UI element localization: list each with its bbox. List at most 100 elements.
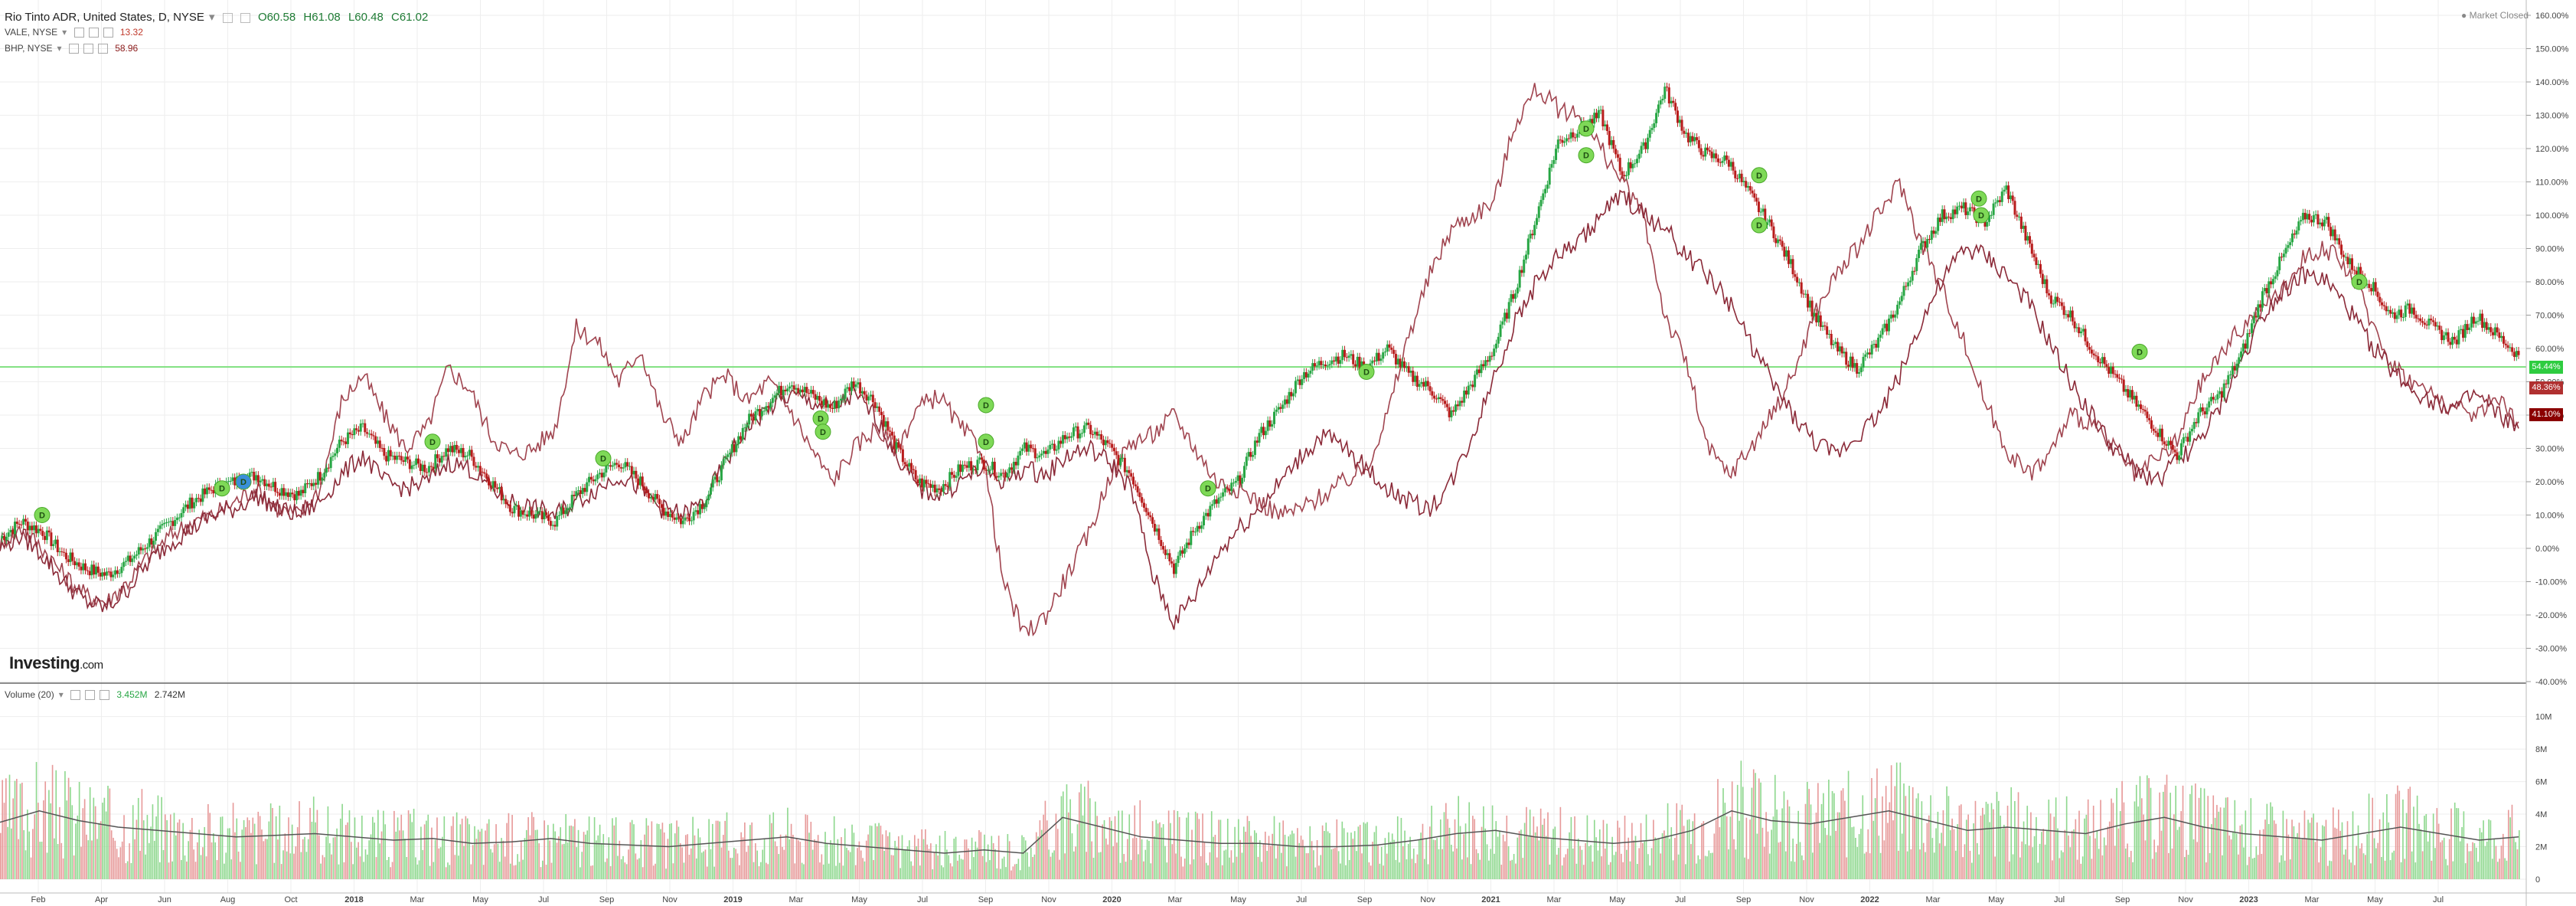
dividend-marker-icon[interactable] (1970, 190, 1987, 207)
volume-bar (1189, 864, 1191, 879)
volume-label[interactable]: Volume (20) (5, 689, 54, 700)
dividend-marker-icon[interactable] (2351, 273, 2368, 290)
compare-legend-vale[interactable]: VALE, NYSE ▾ 13.32 (5, 27, 148, 38)
candle-body (402, 460, 405, 463)
volume-bar (1523, 823, 1526, 879)
volume-bar (1370, 865, 1372, 879)
visibility-icon[interactable] (222, 12, 233, 23)
dividend-marker-icon[interactable] (1973, 207, 1990, 224)
candle-body (210, 489, 213, 491)
volume-bar (1621, 853, 1622, 879)
chevron-down-icon[interactable]: ▾ (58, 689, 64, 700)
volume-bar (1447, 819, 1448, 879)
dividend-marker-icon[interactable] (815, 424, 831, 440)
volume-bar (2372, 797, 2374, 879)
candle-body (1422, 381, 1425, 387)
volume-bar (1391, 833, 1393, 879)
candle-body (2308, 214, 2311, 220)
volume-bar (1044, 800, 1046, 879)
chevron-down-icon[interactable]: ▾ (62, 27, 67, 38)
settings-icon[interactable] (83, 44, 93, 54)
volume-bar (645, 818, 648, 879)
volume-bar (153, 840, 155, 879)
candle-body (2007, 185, 2010, 199)
close-icon[interactable] (103, 28, 113, 38)
volume-bar (1051, 852, 1053, 879)
volume-legend[interactable]: Volume (20) ▾ 3.452M 2.742M (5, 689, 190, 701)
volume-bar (218, 836, 220, 879)
volume-bar (2511, 804, 2513, 879)
volume-bar (1265, 831, 1266, 879)
volume-bar (1184, 859, 1186, 879)
volume-bar (1563, 857, 1565, 879)
close-icon[interactable] (100, 690, 110, 701)
main-symbol-label[interactable]: Rio Tinto ADR, United States, D, NYSE (5, 11, 204, 24)
dividend-marker-icon[interactable] (1751, 217, 1768, 234)
close-icon[interactable] (97, 44, 108, 54)
dividend-marker-icon[interactable] (424, 433, 441, 450)
dividend-marker-icon[interactable] (595, 450, 612, 467)
settings-icon[interactable] (85, 690, 96, 701)
dividend-marker-icon[interactable] (978, 397, 994, 414)
compare-symbol-label[interactable]: VALE, NYSE (5, 27, 58, 38)
volume-bar (1194, 811, 1197, 879)
candle-body (1283, 399, 1286, 405)
volume-bar (2512, 837, 2515, 879)
dividend-marker-icon[interactable] (235, 473, 252, 490)
chevron-down-icon[interactable]: ▾ (208, 11, 215, 24)
candle-body (2165, 444, 2168, 446)
dividend-marker-icon[interactable] (1200, 480, 1216, 497)
candle-body (1252, 455, 1255, 457)
compare-symbol-label[interactable]: BHP, NYSE (5, 43, 53, 54)
candle-body (2310, 219, 2313, 223)
dividend-marker-icon[interactable] (1751, 167, 1768, 184)
candle-body (1344, 349, 1347, 358)
volume-bar (2046, 829, 2048, 879)
dividend-marker-icon[interactable] (1578, 120, 1595, 137)
volume-bar (1869, 853, 1871, 879)
chevron-down-icon[interactable]: ▾ (57, 43, 62, 54)
candle-body (681, 520, 684, 525)
compare-legend-bhp[interactable]: BHP, NYSE ▾ 58.96 (5, 43, 142, 54)
time-axis[interactable]: Feb Apr Jun Aug Oct 2018 Mar May Jul Sep Nov 2019 Ma… (31, 895, 2444, 904)
volume-bar (529, 835, 531, 879)
candle-body (948, 472, 952, 487)
series-line-bhp (0, 189, 2519, 630)
dividend-marker-icon[interactable] (2131, 343, 2148, 360)
dividend-marker-icon[interactable] (978, 433, 994, 450)
x-tick-label: May (1230, 895, 1246, 904)
candle-body (269, 486, 273, 488)
volume-bar (288, 817, 289, 879)
dividend-marker-icon[interactable] (214, 480, 230, 497)
candle-body (2111, 366, 2114, 375)
volume-bar (604, 862, 606, 879)
volume-bar (1692, 821, 1694, 879)
visibility-icon[interactable] (68, 44, 79, 54)
dividend-marker-icon[interactable] (34, 507, 51, 523)
candle-body (1949, 217, 1952, 220)
visibility-icon[interactable] (73, 28, 84, 38)
volume-bar (1735, 849, 1737, 879)
candle-body (1198, 525, 1201, 529)
volume-bar (644, 834, 645, 879)
volume-bar (1941, 832, 1942, 879)
volume-bar (2173, 814, 2175, 879)
volume-bar (1008, 841, 1010, 879)
visibility-icon[interactable] (70, 690, 81, 701)
settings-icon[interactable] (240, 12, 250, 23)
x-tick-label: Jul (538, 895, 549, 904)
candle-body (60, 551, 64, 553)
candle-body (44, 535, 47, 541)
candle-body (2338, 238, 2341, 245)
dividend-marker-icon[interactable] (1358, 363, 1375, 380)
settings-icon[interactable] (88, 28, 99, 38)
dividend-marker-icon[interactable] (1578, 147, 1595, 164)
volume-bar (1289, 834, 1291, 879)
candle-body (2331, 229, 2334, 237)
volume-bar (965, 839, 968, 879)
volume-bar (309, 807, 311, 879)
main-legend[interactable]: Rio Tinto ADR, United States, D, NYSE ▾ O… (5, 10, 433, 24)
